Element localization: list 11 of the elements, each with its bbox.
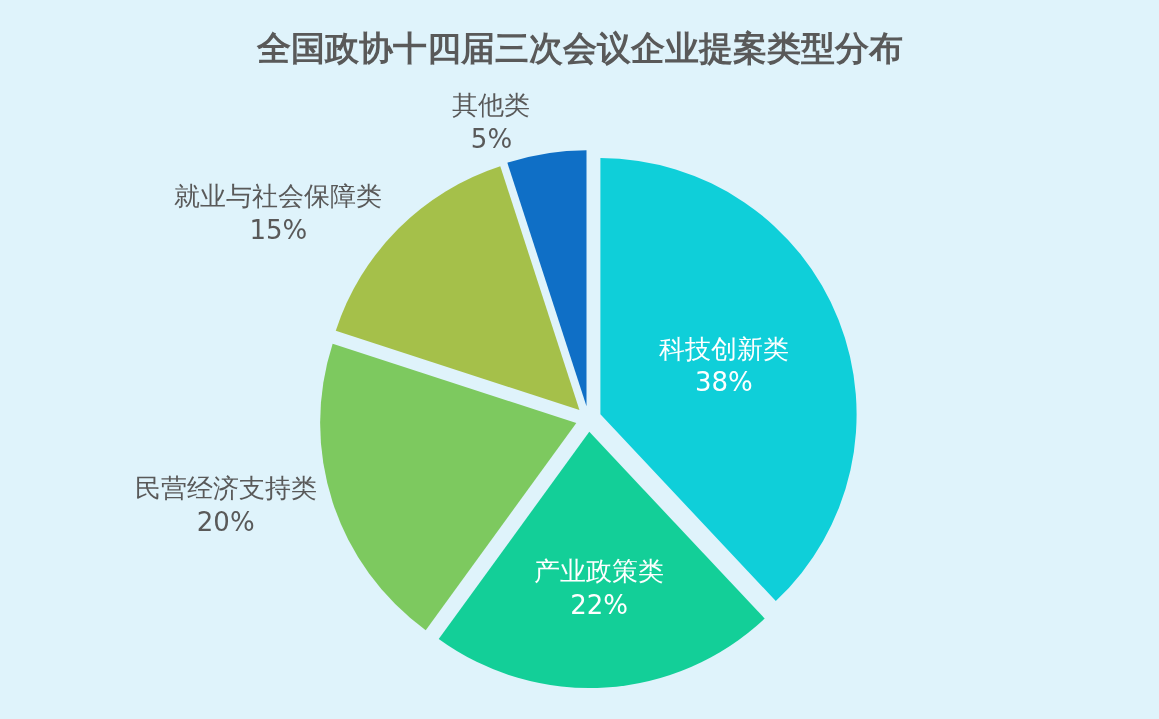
- data-label: 38%: [694, 367, 753, 398]
- slice-label: 产业政策类: [534, 556, 665, 587]
- slice-label: 其他类: [452, 90, 531, 121]
- slice-label: 科技创新类: [658, 333, 789, 364]
- slice-label: 民营经济支持类: [134, 473, 317, 504]
- data-label: 15%: [249, 214, 308, 245]
- chart-title: 全国政协十四届三次会议企业提案类型分布: [255, 27, 903, 68]
- data-label: 22%: [570, 589, 629, 620]
- slice-label: 就业与社会保障类: [174, 180, 383, 211]
- data-label: 20%: [196, 507, 255, 538]
- data-label: 5%: [470, 124, 513, 155]
